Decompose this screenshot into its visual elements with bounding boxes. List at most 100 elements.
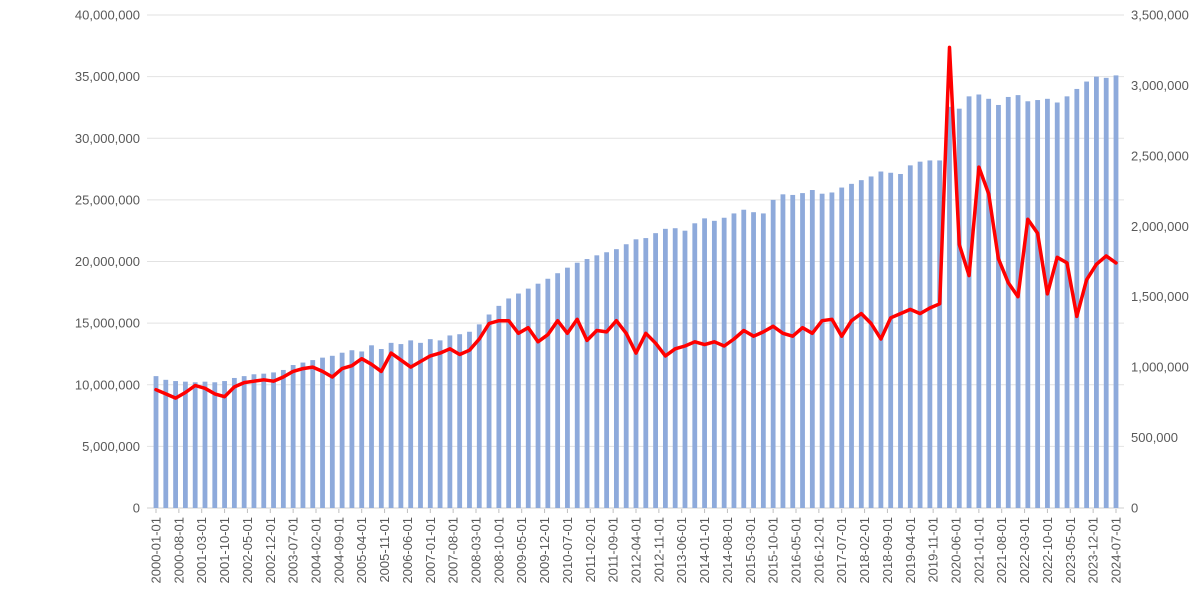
x-axis-label: 2016-05-01	[789, 517, 804, 584]
bar	[388, 342, 394, 508]
bar	[986, 98, 992, 508]
bar	[212, 382, 218, 508]
bar	[1103, 77, 1109, 509]
bar	[711, 220, 717, 508]
bar	[545, 278, 551, 508]
bar	[790, 194, 796, 508]
bar	[329, 355, 335, 508]
bar	[1074, 88, 1080, 508]
x-axis-label: 2013-06-01	[674, 517, 689, 584]
bar	[437, 340, 443, 508]
bar	[604, 252, 610, 508]
bar	[261, 373, 267, 508]
x-axis-label: 2005-04-01	[354, 517, 369, 584]
bar	[555, 273, 561, 508]
bar	[565, 267, 570, 508]
x-axis-label: 2015-10-01	[766, 517, 781, 584]
x-axis-label: 2007-01-01	[423, 517, 438, 584]
bar	[653, 233, 658, 508]
bar	[398, 344, 404, 508]
x-axis-label: 2019-04-01	[903, 517, 918, 584]
bar	[800, 193, 805, 508]
bar	[584, 259, 590, 508]
bar	[153, 376, 159, 508]
x-axis-label: 2019-11-01	[926, 517, 941, 583]
x-axis-label: 2015-03-01	[743, 517, 758, 584]
y-axis-label-right: 3,500,000	[1131, 8, 1189, 23]
x-axis-label: 2023-05-01	[1063, 517, 1078, 584]
x-axis-label: 2002-05-01	[240, 517, 255, 584]
bar	[1054, 102, 1060, 508]
bar	[300, 362, 306, 508]
bar	[574, 262, 580, 508]
x-axis-label: 2007-08-01	[446, 517, 461, 584]
bar	[633, 239, 639, 508]
bar	[682, 230, 688, 508]
bar	[506, 298, 512, 508]
bar	[241, 376, 247, 508]
bar	[525, 288, 531, 508]
bar	[623, 244, 629, 508]
x-axis-label: 2008-03-01	[469, 517, 484, 584]
bar	[1015, 95, 1021, 509]
bar	[917, 161, 923, 509]
x-axis-label: 2018-09-01	[880, 517, 895, 584]
bar	[192, 382, 198, 508]
bar	[535, 283, 541, 508]
bar	[408, 340, 414, 508]
bar	[467, 331, 472, 508]
bar	[378, 349, 384, 508]
bar	[290, 365, 296, 508]
bar	[868, 176, 874, 508]
bar	[251, 374, 257, 508]
bar	[614, 249, 619, 509]
bar	[947, 106, 952, 508]
x-axis-label: 2011-09-01	[606, 517, 621, 583]
x-axis-label: 2004-09-01	[331, 517, 346, 584]
y-axis-label-right: 500,000	[1131, 430, 1178, 445]
x-axis-label: 2001-10-01	[217, 517, 232, 584]
bar	[819, 193, 825, 508]
y-axis-label-left: 0	[133, 501, 140, 516]
x-axis-label: 2005-11-01	[377, 517, 392, 583]
x-axis-label: 2001-03-01	[194, 517, 209, 584]
bar	[476, 324, 482, 508]
bar	[271, 372, 276, 508]
bar	[173, 381, 178, 508]
bar	[849, 183, 854, 509]
x-axis-label: 2014-01-01	[697, 517, 712, 584]
x-axis-label: 2023-12-01	[1086, 517, 1101, 584]
bar	[516, 293, 521, 508]
x-axis-label: 2021-08-01	[994, 517, 1009, 584]
x-axis-label: 2024-07-01	[1109, 517, 1124, 584]
y-axis-label-right: 1,500,000	[1131, 289, 1189, 304]
bar	[339, 352, 345, 508]
y-axis-label-left: 5,000,000	[82, 439, 140, 454]
bar	[662, 228, 668, 508]
y-axis-label-right: 2,000,000	[1131, 219, 1189, 234]
bar	[280, 369, 286, 508]
x-axis-label: 2002-12-01	[263, 517, 278, 584]
bar	[829, 192, 835, 509]
x-axis-label: 2022-10-01	[1040, 517, 1055, 584]
bar	[760, 213, 766, 508]
x-axis-label: 2009-05-01	[514, 517, 529, 584]
bar	[1094, 76, 1099, 508]
x-axis-label: 2017-07-01	[834, 517, 849, 584]
x-axis-label: 2016-12-01	[811, 517, 826, 584]
bar	[927, 160, 933, 508]
x-axis-label: 2020-06-01	[949, 517, 964, 584]
x-axis-label: 2000-08-01	[171, 517, 186, 584]
bar	[996, 104, 1001, 508]
y-axis-label-right: 0	[1131, 501, 1138, 516]
bar	[907, 165, 913, 509]
bar	[427, 339, 433, 508]
y-axis-label-left: 30,000,000	[75, 131, 140, 146]
x-axis-label: 2008-10-01	[491, 517, 506, 584]
bar	[839, 187, 845, 509]
bar	[310, 360, 316, 508]
x-axis-label: 2009-12-01	[537, 517, 552, 584]
bar	[1005, 96, 1011, 509]
bar	[1084, 81, 1090, 509]
